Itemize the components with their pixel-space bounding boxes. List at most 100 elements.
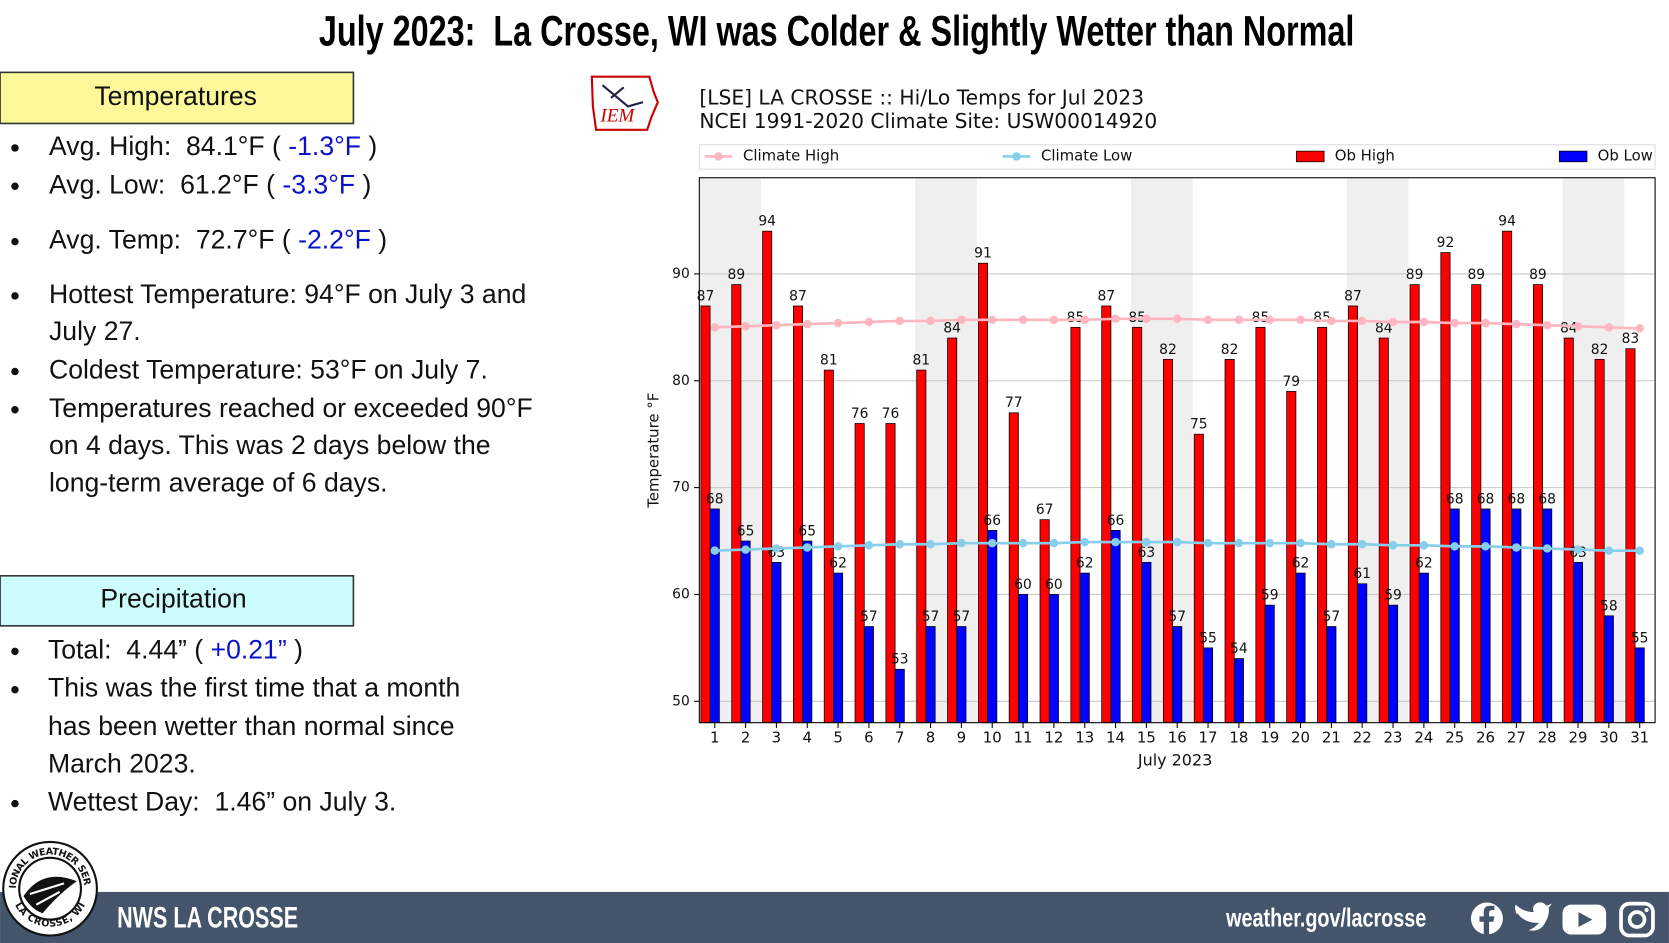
x-tick-label: 3: [772, 729, 781, 747]
anomaly: +0.21”: [211, 634, 287, 664]
climate-point: [926, 316, 935, 326]
climate-point: [1049, 315, 1059, 325]
data-label: 83: [1622, 331, 1640, 347]
x-axis-label: July 2023: [1137, 750, 1212, 769]
x-tick-label: 30: [1599, 729, 1618, 747]
x-tick-label: 28: [1538, 729, 1557, 747]
bar: [854, 423, 865, 724]
data-label: 94: [758, 214, 776, 230]
legend-swatch: [1296, 150, 1325, 163]
x-tick-label: 25: [1445, 729, 1464, 747]
climate-point: [1080, 315, 1089, 325]
x-tick-label: 1: [710, 729, 719, 747]
bar: [1378, 337, 1389, 724]
plot-frame: [698, 177, 1656, 724]
chart-subtitle: NCEI 1991-2020 Climate Site: USW00014920: [699, 109, 1157, 133]
bullet-close: ): [371, 225, 387, 255]
climate-point: [772, 544, 781, 553]
data-label: 55: [1631, 630, 1649, 646]
climate-point: [1142, 537, 1151, 547]
data-label: 94: [1498, 214, 1516, 230]
climate-point: [741, 322, 750, 331]
climate-point: [1172, 314, 1182, 324]
bullet-dot: [11, 685, 19, 694]
bullet-text: long-term average of 6 days.: [49, 467, 388, 497]
climate-point: [1018, 315, 1028, 325]
y-tick-label: 90: [672, 266, 690, 282]
footer-brand: NWS LA CROSSE: [117, 901, 298, 934]
x-tick-label: 19: [1260, 729, 1279, 747]
climate-point: [1265, 538, 1274, 548]
bullet-dot: [11, 799, 19, 808]
climate-point: [1080, 537, 1089, 547]
data-label: 63: [1138, 545, 1156, 561]
twitter-icon[interactable]: [1515, 902, 1552, 931]
bar: [1625, 348, 1636, 724]
climate-point: [895, 316, 904, 326]
climate-point: [1450, 318, 1459, 328]
climate-point: [987, 315, 997, 325]
x-tick-label: 22: [1353, 729, 1372, 747]
iem-text: IEM: [599, 105, 635, 126]
legend-swatch: [1558, 150, 1588, 163]
precipitation-box: [0, 575, 355, 627]
data-label: 57: [1323, 609, 1341, 625]
x-tick-label: 15: [1137, 729, 1156, 747]
data-label: 58: [1600, 598, 1618, 614]
climate-point: [741, 545, 750, 554]
bar: [792, 305, 803, 724]
bar: [894, 668, 905, 724]
y-tick-label: 80: [672, 373, 690, 389]
bullet-line: has been wetter than normal since: [48, 711, 455, 741]
bullet-line: Total: 4.44” (: [48, 634, 211, 664]
bar: [1347, 305, 1358, 724]
bar: [1317, 326, 1328, 724]
climate-point: [1481, 318, 1490, 328]
bar: [1603, 615, 1614, 724]
climate-point: [1018, 538, 1028, 548]
x-tick-label: 24: [1414, 729, 1433, 747]
bar: [1039, 519, 1050, 724]
anomaly: -3.3°F: [282, 169, 355, 199]
climate-point: [1419, 541, 1429, 550]
instagram-icon[interactable]: [1619, 901, 1655, 938]
bullet-line: July 27.: [49, 316, 141, 346]
anomaly: -2.2°F: [298, 225, 371, 255]
data-label: 89: [728, 267, 746, 283]
climate-point: [1481, 542, 1490, 551]
x-tick-label: 17: [1199, 729, 1218, 747]
climate-point: [1234, 538, 1244, 548]
bar: [740, 540, 751, 724]
climate-point: [1327, 316, 1336, 326]
bar: [977, 262, 988, 724]
climate-point: [1142, 314, 1151, 324]
climate-point: [710, 323, 720, 332]
bar: [1233, 658, 1244, 724]
bullet-line: Avg. Low: 61.2°F (: [49, 169, 282, 199]
climate-point: [1296, 538, 1305, 548]
climate-point: [1111, 537, 1120, 547]
data-label: 82: [1221, 342, 1239, 358]
climate-point: [1049, 538, 1059, 548]
y-axis-label: Temperature °F: [645, 393, 663, 509]
social-icons: [1470, 901, 1655, 938]
data-label: 76: [851, 406, 869, 422]
climate-point: [864, 317, 874, 327]
iem-logo: IEM: [590, 75, 659, 131]
data-label: 87: [697, 288, 715, 304]
bar: [1511, 508, 1522, 724]
climate-point: [1357, 539, 1367, 549]
data-label: 55: [1199, 630, 1217, 646]
climate-point: [1573, 545, 1583, 554]
climate-point: [987, 538, 997, 548]
bar: [1008, 412, 1019, 724]
climate-point: [957, 315, 966, 325]
x-tick-label: 5: [833, 729, 842, 747]
x-tick-label: 6: [864, 729, 873, 747]
data-label: 84: [1560, 320, 1578, 336]
climate-point: [1542, 544, 1552, 553]
bar: [1110, 529, 1121, 724]
bullet-line: This was the first time that a month: [48, 673, 460, 703]
bar: [1079, 572, 1090, 724]
climate-point: [833, 318, 843, 328]
